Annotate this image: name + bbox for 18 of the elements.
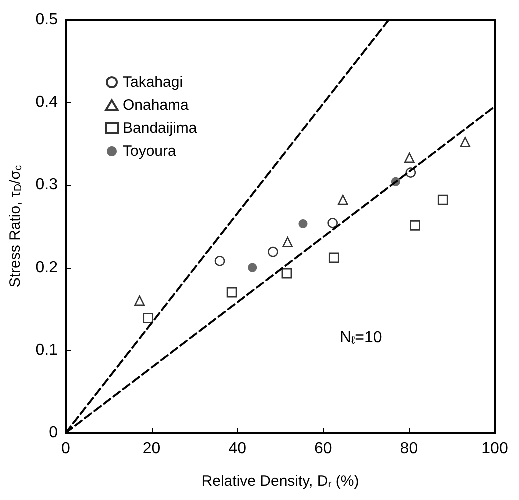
x-tick-label: 20 [142,440,161,458]
y-tick-label: 0.4 [36,94,58,112]
x-tick-label: 60 [314,440,332,458]
legend-label: Onahama [123,97,190,114]
legend-label: Takahagi [123,74,184,91]
y-tick-label: 0.1 [36,342,58,359]
x-axis-title: Relative Density, Dr (%) [202,473,360,490]
legend-label: Bandaijima [123,120,198,137]
y-tick-label: 0.2 [36,259,58,276]
y-tick-label: 0.3 [36,176,58,194]
y-tick-label: 0.5 [36,12,58,28]
x-tick-label: 0 [62,440,71,458]
y-axis-title: Stress Ratio, τD/σc [7,165,24,288]
x-tick-label: 80 [400,440,418,458]
legend-label: Toyoura [123,143,178,160]
y-tick-label: 0 [49,424,58,442]
x-tick-label: 40 [228,440,247,458]
x-tick-label: 100 [482,440,508,458]
